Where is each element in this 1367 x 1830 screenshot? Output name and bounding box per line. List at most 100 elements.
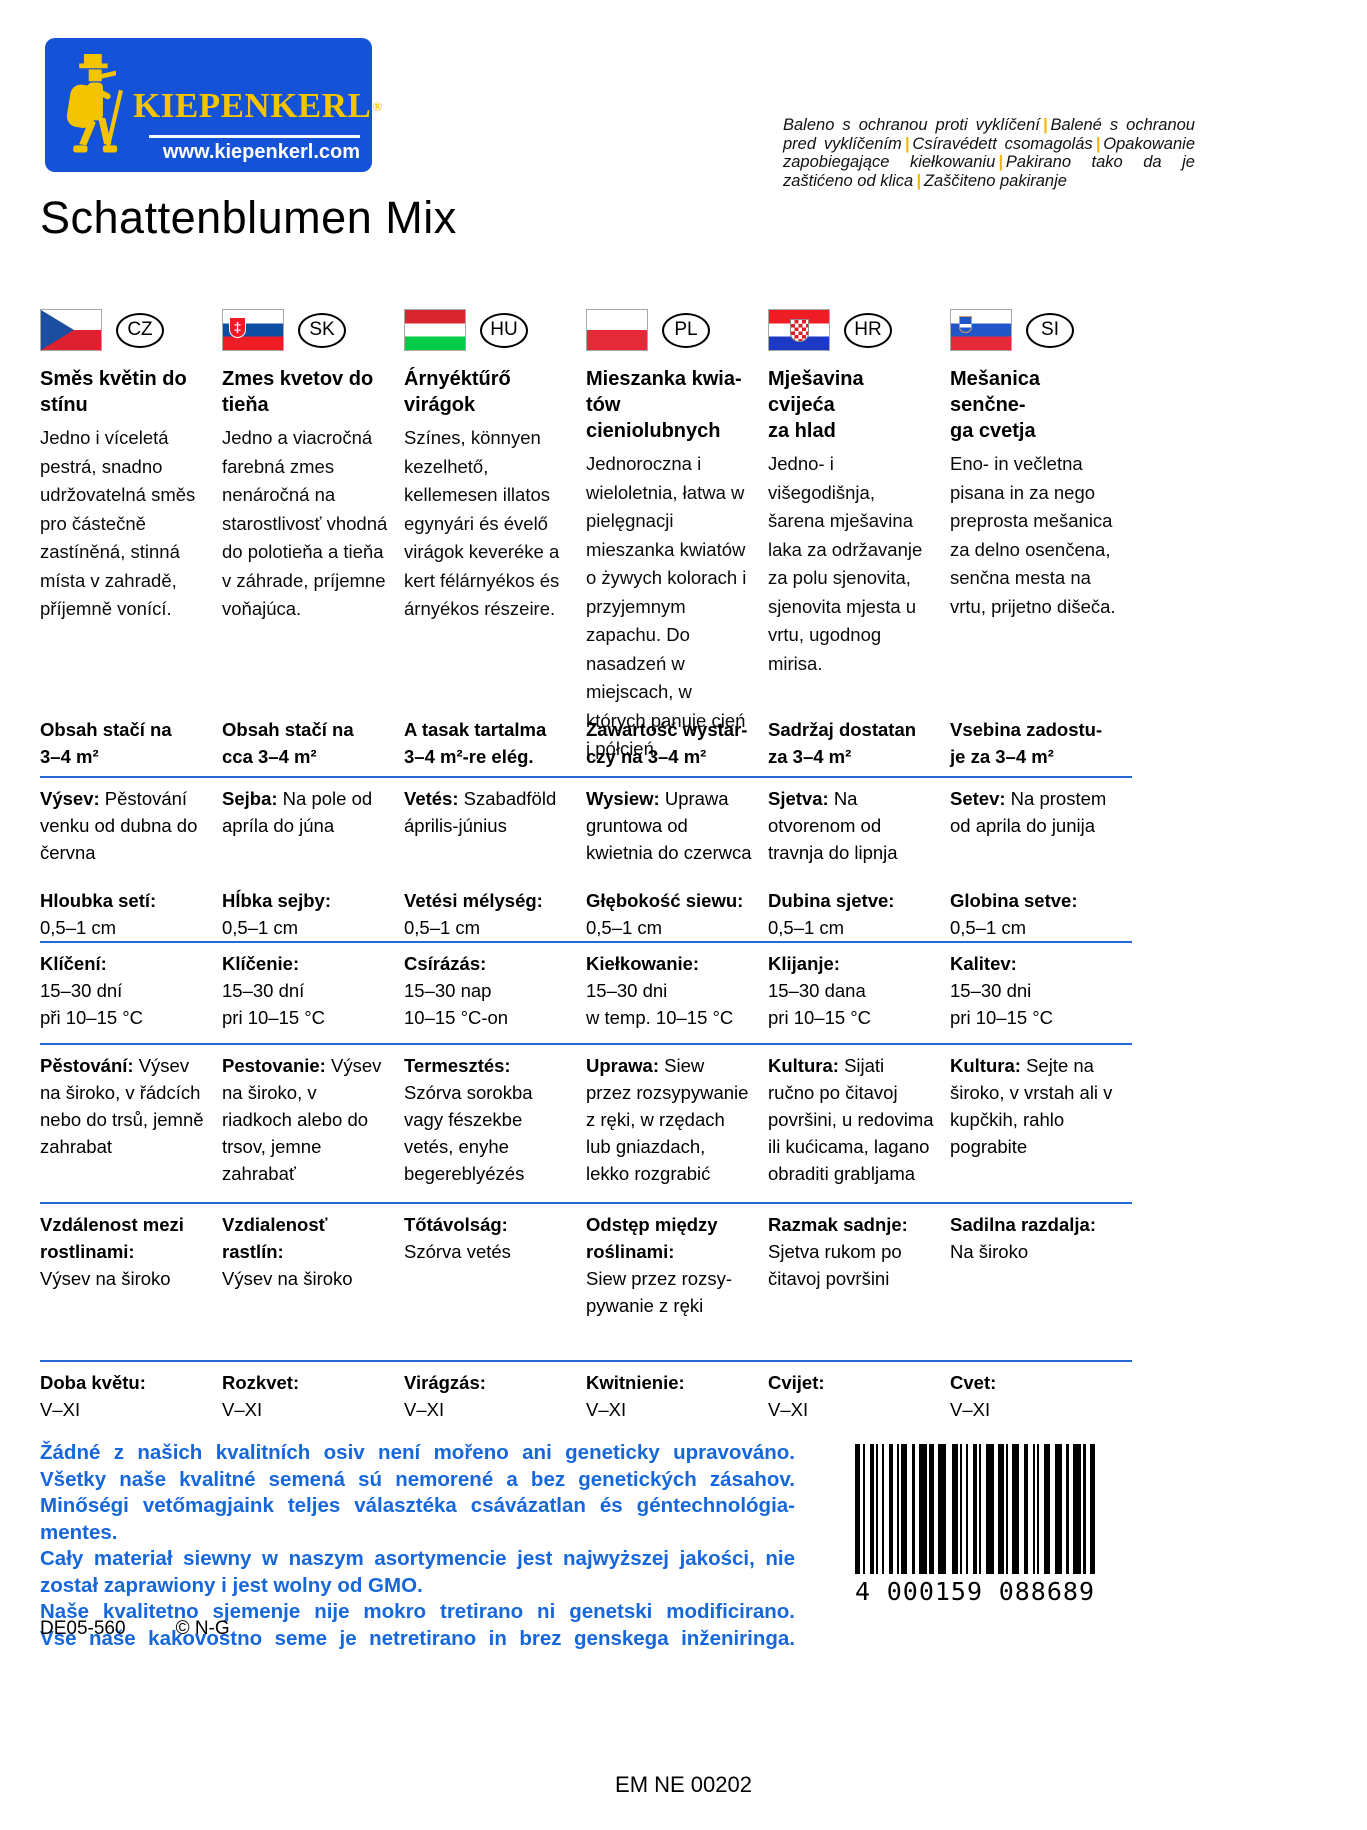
table-cell: Zawartość wystar- czy na 3–4 m²	[586, 719, 748, 767]
country-code-badge: SI	[1026, 312, 1074, 348]
table-row-germination: Klíčení: 15–30 dní při 10–15 °C Klíčenie: 1…	[40, 941, 1132, 1043]
country-code-badge: CZ	[116, 312, 164, 348]
flag-row: CZ	[40, 308, 206, 352]
language-column-si: SI Mešanica senčne- ga cvetja Eno- in večl…	[950, 308, 1116, 764]
barcode-prefix: 4	[855, 1577, 872, 1606]
column-description: Jedno- i višegodišnja, šarena mješavina …	[768, 453, 923, 674]
table-cell: A tasak tartalma 3–4 m²-re elég.	[404, 719, 547, 767]
gmo-line: Všetky naše kvalitné semená sú nemorené …	[40, 1467, 795, 1491]
table-cell: Cvet: V–XI	[950, 1372, 997, 1420]
table-cell: Termesztés: Szórva sorokba vagy fészekbe…	[404, 1055, 533, 1184]
table-cell: Globina setve: 0,5–1 cm	[950, 890, 1078, 938]
batch-code: DE05-560	[40, 1618, 126, 1639]
table-row-flowering-time: Doba květu: V–XI Rozkvet: V–XI Virágzás: V–XI…	[40, 1360, 1132, 1430]
pipe-separator: |	[904, 134, 910, 153]
table-row-sowing-depth: Hloubka setí: 0,5–1 cm Hĺbka sejby: 0,5–1 c…	[40, 887, 1132, 941]
country-code-badge: HR	[844, 312, 892, 348]
table-cell: Kalitev: 15–30 dni pri 10–15 °C	[950, 953, 1054, 1028]
barcode-bars	[855, 1444, 1095, 1574]
pipe-separator: |	[1042, 116, 1048, 134]
table-cell: Sadržaj dostatan za 3–4 m²	[768, 719, 917, 767]
table-cell: Hĺbka sejby: 0,5–1 cm	[222, 890, 331, 938]
table-cell: Vsebina zadostu- je za 3–4 m²	[950, 719, 1103, 767]
table-cell: Wysiew: Uprawa gruntowa od kwietnia do c…	[586, 788, 752, 863]
language-column-hu: HU Árnyéktűrő virágok Színes, könnyen keze…	[404, 308, 570, 764]
gmo-line: Naše kvalitetno sjemenje nije mokro tret…	[40, 1600, 795, 1623]
hu-flag-icon	[404, 309, 466, 351]
table-cell: Vzdálenost mezi rostlinami: Výsev na širo…	[40, 1214, 184, 1289]
barcode-group1: 000159	[886, 1577, 984, 1606]
table-cell: Vetés: Szabadföld április-június	[404, 788, 557, 836]
ng-mark: © N-G	[175, 1618, 230, 1639]
barcode-group2: 088689	[998, 1577, 1095, 1606]
language-columns: CZ Směs květin do stínu Jedno i víceletá p…	[40, 308, 1116, 764]
sk-flag-icon	[222, 309, 284, 351]
note-segment: Baleno s ochranou proti vyklíčení	[783, 116, 1040, 134]
brand-name: KIEPENKERL®	[133, 86, 383, 126]
table-cell: Klijanje: 15–30 dana pri 10–15 °C	[768, 953, 872, 1028]
table-row-culture: Pěstování: Výsev na široko, v řádcích ne…	[40, 1043, 1132, 1202]
note-segment: Zaščiteno pakiranje	[923, 171, 1067, 190]
brand-url: www.kiepenkerl.com	[162, 141, 360, 163]
language-column-hr: HR Mješavina cvijeća za hlad Jedno- i više…	[768, 308, 934, 764]
table-cell: Odstęp między roślinami: Siew przez rozsy…	[586, 1214, 732, 1316]
table-cell: Kiełkowanie: 15–30 dni w temp. 10–15 °C	[586, 953, 734, 1028]
gmo-line: Cały materiał siewny w naszym asortymenc…	[40, 1547, 795, 1597]
table-cell: Rozkvet: V–XI	[222, 1372, 300, 1420]
column-description: Eno- in večletna pisana in za nego prepr…	[950, 453, 1116, 617]
column-heading: Árnyéktűrő virágok	[404, 368, 511, 416]
table-cell: Pěstování: Výsev na široko, v řádcích ne…	[40, 1055, 204, 1157]
table-cell: Klíčenie: 15–30 dní pri 10–15 °C	[222, 953, 326, 1028]
column-heading: Mešanica senčne- ga cvetja	[950, 368, 1041, 442]
table-row-plant-spacing: Vzdálenost mezi rostlinami: Výsev na širo…	[40, 1202, 1132, 1360]
table-row-sowing: Výsev: Pěstování venku od dubna do červn…	[40, 776, 1132, 887]
pipe-separator: |	[916, 171, 921, 190]
pipe-separator: |	[1095, 134, 1101, 153]
note-segment: Balené s ochranou pred vyklíčením	[783, 116, 1195, 153]
language-column-sk: SK Zmes kvetov do tieňa Jedno a viacročná …	[222, 308, 388, 764]
note-segment: Opakowanie zapobiegające kiełkowaniu	[783, 134, 1195, 172]
registered-mark: ®	[372, 99, 383, 114]
flag-row: HU	[404, 308, 570, 352]
pl-flag-icon	[586, 309, 648, 351]
table-cell: Csírázás: 15–30 nap 10–15 °C-on	[404, 953, 509, 1028]
table-cell: Kwitnienie: V–XI	[586, 1372, 685, 1420]
product-title: Schattenblumen Mix	[40, 192, 457, 243]
column-description: Jednoroczna i wieloletnia, łatwa w pielę…	[586, 453, 747, 759]
table-row-content-coverage: Obsah stačí na 3–4 m² Obsah stačí na cca …	[40, 716, 1132, 776]
column-heading: Mieszanka kwia- tów cieniolubnych	[586, 368, 742, 442]
table-cell: Virágzás: V–XI	[404, 1372, 486, 1420]
cultivation-table: Obsah stačí na 3–4 m² Obsah stačí na cca …	[40, 716, 1132, 1430]
gmo-line: Žádné z našich kvalitních osiv není moře…	[40, 1441, 795, 1464]
table-cell: Setev: Na prostem od aprila do junija	[950, 788, 1107, 836]
cz-flag-icon	[40, 309, 102, 351]
table-cell: Vzdialenosť rastlín: Výsev na široko	[222, 1214, 353, 1289]
table-cell: Sejba: Na pole od apríla do júna	[222, 788, 373, 836]
flag-row: SK	[222, 308, 388, 352]
flag-row: HR	[768, 308, 934, 352]
table-cell: Tőtávolság: Szórva vetés	[404, 1214, 511, 1262]
table-cell: Obsah stačí na 3–4 m²	[40, 719, 172, 767]
anti-germination-note: Baleno s ochranou proti vyklíčení | Balené…	[783, 116, 1195, 190]
note-segment: Pakirano tako da je zaštićeno od klica	[783, 153, 1195, 190]
gmo-line: Vse naše kakovostno seme je netretirano …	[40, 1626, 795, 1650]
table-cell: Kultura: Sejte na široko, v vrstah ali v…	[950, 1055, 1113, 1157]
table-cell: Uprawa: Siew przez rozsypywanie z ręki, …	[586, 1055, 749, 1184]
kiepenkerl-logo: KIEPENKERL® www.kiepenkerl.com	[45, 38, 382, 172]
country-code-badge: PL	[662, 312, 710, 348]
barcode-number: 4 000159 088689	[855, 1577, 1095, 1606]
table-cell: Sadilna razdalja: Na široko	[950, 1214, 1096, 1262]
hr-flag-icon	[768, 309, 830, 351]
table-cell: Razmak sadnje: Sjetva rukom po čitavoj po…	[768, 1214, 908, 1289]
flag-row: SI	[950, 308, 1116, 352]
table-cell: Dubina sjetve: 0,5–1 cm	[768, 890, 895, 938]
column-description: Jedno i víceletá pestrá, snadno udržovat…	[40, 427, 196, 619]
kiepenkerl-man-icon	[66, 54, 123, 153]
logo-divider	[149, 135, 360, 138]
gmo-note: Žádné z našich kvalitních osiv není moře…	[40, 1440, 795, 1652]
table-cell: Pestovanie: Výsev na široko, v riadkoch …	[222, 1055, 382, 1184]
table-cell: Hloubka setí: 0,5–1 cm	[40, 890, 157, 938]
country-code-badge: SK	[298, 312, 346, 348]
footer-codes: DE05-560 © N-G	[40, 1618, 230, 1640]
